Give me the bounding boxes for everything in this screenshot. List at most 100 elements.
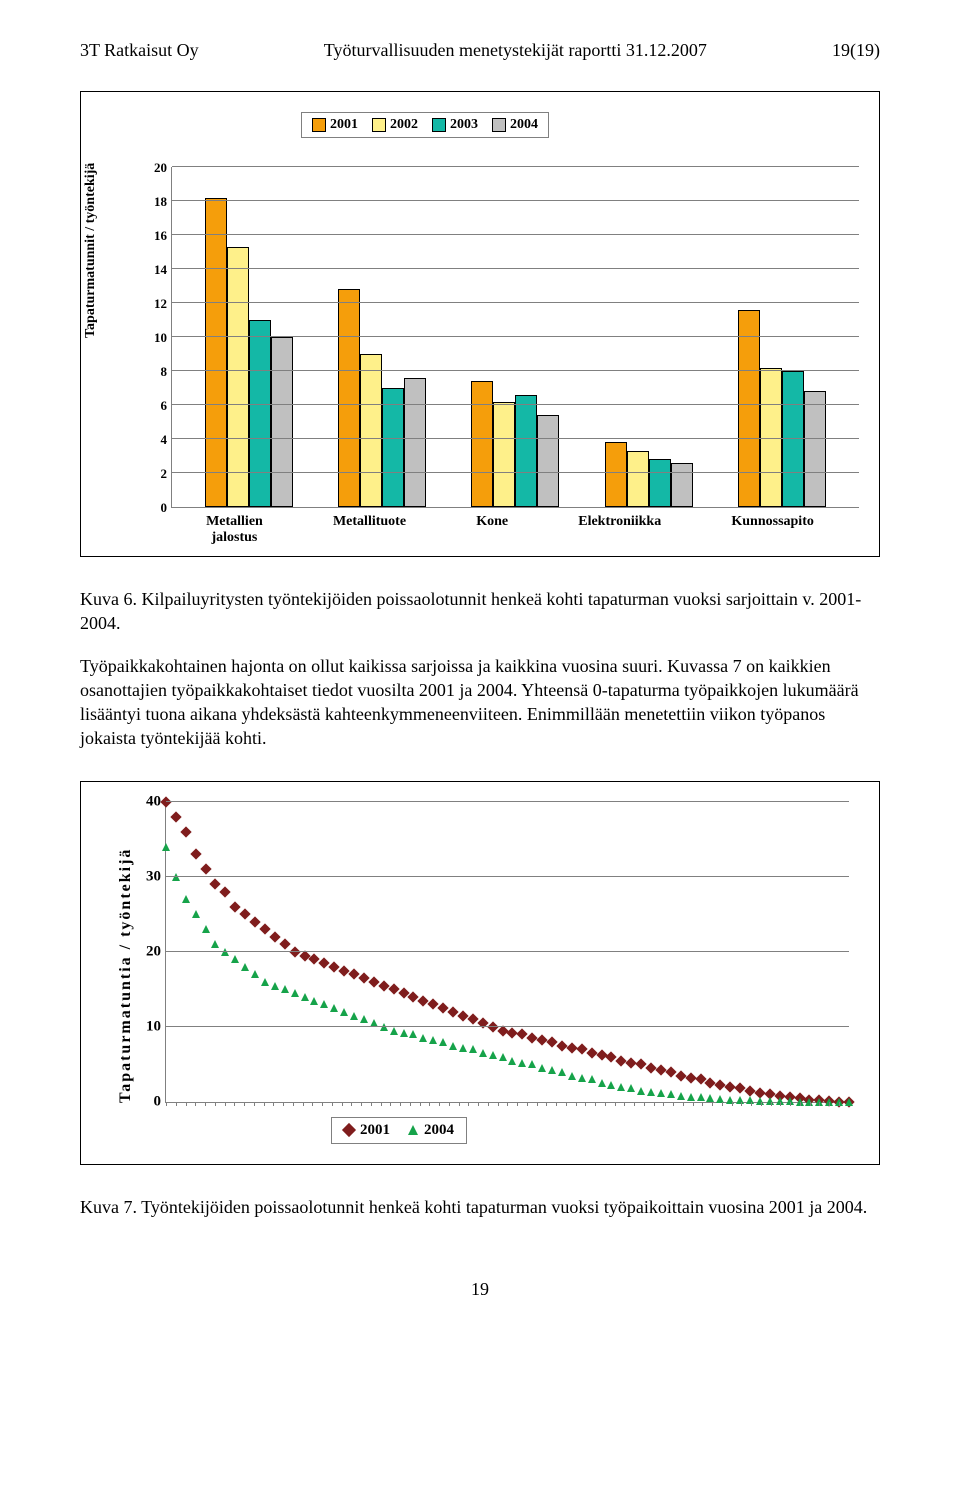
data-point — [439, 1038, 447, 1046]
y-tick: 12 — [154, 296, 167, 312]
legend-marker — [342, 1123, 356, 1137]
bar — [649, 459, 671, 507]
gridline — [172, 472, 859, 473]
data-point — [251, 970, 259, 978]
scatter-y-label: Tapaturmatuntia / työntekijä — [111, 802, 135, 1103]
data-point — [586, 1047, 597, 1058]
y-tick: 10 — [154, 330, 167, 346]
scatter-plot-area — [165, 802, 849, 1103]
x-label: Kone — [476, 514, 508, 546]
page-header: 3T Ratkaisut Oy Työturvallisuuden menety… — [80, 40, 880, 61]
bar-legend: 2001200220032004 — [301, 112, 549, 138]
gridline — [172, 200, 859, 201]
scatter-gridline — [166, 876, 849, 877]
data-point — [259, 924, 270, 935]
data-point — [380, 1023, 388, 1031]
data-point — [667, 1090, 675, 1098]
y-tick: 0 — [161, 500, 168, 516]
data-point — [637, 1087, 645, 1095]
bar-group — [605, 442, 693, 507]
data-point — [527, 1032, 538, 1043]
legend-item: 2003 — [432, 117, 478, 133]
data-point — [647, 1088, 655, 1096]
data-point — [409, 1030, 417, 1038]
gridline — [172, 370, 859, 371]
bar — [271, 337, 293, 507]
data-point — [449, 1042, 457, 1050]
legend-label: 2001 — [360, 1122, 390, 1139]
scatter-y-tick: 30 — [146, 868, 161, 885]
bar — [227, 247, 249, 507]
data-point — [538, 1064, 546, 1072]
figure-caption-6: Kuva 6. Kilpailuyritysten työntekijöiden… — [80, 587, 880, 636]
bar — [471, 381, 493, 507]
data-point — [645, 1062, 656, 1073]
bar-group — [738, 310, 826, 507]
data-point — [734, 1083, 745, 1094]
header-left: 3T Ratkaisut Oy — [80, 40, 199, 61]
bar-group — [205, 198, 293, 507]
data-point — [627, 1084, 635, 1092]
data-point — [598, 1079, 606, 1087]
body-paragraph: Työpaikkakohtainen hajonta on ollut kaik… — [80, 654, 880, 751]
data-point — [518, 1059, 526, 1067]
gridline — [172, 302, 859, 303]
data-point — [202, 925, 210, 933]
data-point — [249, 916, 260, 927]
page-number: 19 — [80, 1279, 880, 1300]
data-point — [419, 1034, 427, 1042]
bar — [605, 442, 627, 507]
data-point — [568, 1072, 576, 1080]
data-point — [192, 910, 200, 918]
bar — [804, 391, 826, 507]
data-point — [616, 1055, 627, 1066]
legend-marker — [408, 1125, 418, 1135]
data-point — [429, 1036, 437, 1044]
data-point — [607, 1081, 615, 1089]
data-point — [390, 1027, 398, 1035]
data-point — [231, 955, 239, 963]
gridline — [172, 336, 859, 337]
x-label: Metallituote — [333, 514, 406, 546]
bar-chart-container: 2001200220032004 Tapaturmatunnit / työnt… — [80, 91, 880, 557]
data-point — [360, 1015, 368, 1023]
bar-group — [338, 289, 426, 507]
scatter-legend-item: 2004 — [408, 1122, 454, 1139]
data-point — [182, 895, 190, 903]
data-point — [241, 963, 249, 971]
bar — [627, 451, 649, 507]
scatter-gridline — [166, 801, 849, 802]
bar — [671, 463, 693, 507]
legend-swatch — [492, 118, 506, 132]
legend-label: 2003 — [450, 117, 478, 133]
scatter-gridline — [166, 951, 849, 952]
data-point — [558, 1068, 566, 1076]
bar — [382, 388, 404, 507]
data-point — [221, 948, 229, 956]
bar — [338, 289, 360, 507]
data-point — [301, 993, 309, 1001]
y-axis-label: Tapaturmatunnit / työntekijä — [83, 163, 99, 338]
x-label: Elektroniikka — [578, 514, 661, 546]
scatter-legend-item: 2001 — [344, 1122, 390, 1139]
bar — [360, 354, 382, 507]
y-tick: 6 — [161, 398, 168, 414]
data-point — [279, 939, 290, 950]
gridline — [172, 438, 859, 439]
data-point — [350, 1012, 358, 1020]
legend-swatch — [432, 118, 446, 132]
data-point — [162, 843, 170, 851]
legend-item: 2002 — [372, 117, 418, 133]
data-point — [578, 1074, 586, 1082]
x-label: Metallien jalostus — [206, 514, 263, 546]
scatter-gridline — [166, 1026, 849, 1027]
bar — [782, 371, 804, 507]
data-point — [220, 886, 231, 897]
data-point — [330, 1004, 338, 1012]
data-point — [459, 1044, 467, 1052]
data-point — [687, 1093, 695, 1101]
bar-chart: Tapaturmatunnit / työntekijä 02468101214… — [101, 148, 859, 508]
legend-swatch — [312, 118, 326, 132]
scatter-legend: 2001 2004 — [331, 1117, 467, 1144]
scatter-y-tick: 10 — [146, 1018, 161, 1035]
